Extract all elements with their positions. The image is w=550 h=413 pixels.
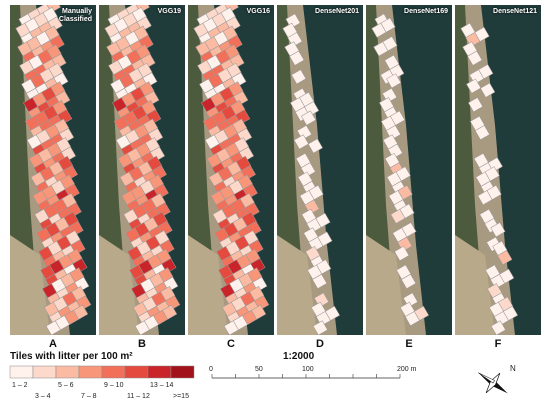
tile (394, 245, 410, 262)
sand (99, 235, 139, 335)
tile (293, 134, 309, 150)
panel-title: DenseNet201 (315, 8, 359, 15)
legend-label: 9 – 10 (104, 382, 124, 389)
tile (315, 212, 331, 228)
legend-label: 3 – 4 (35, 393, 51, 400)
tile (312, 320, 328, 335)
tile (291, 69, 307, 85)
legend-title: Tiles with litter per 100 m² (10, 351, 133, 362)
tile (478, 64, 494, 80)
map-panel (99, 5, 185, 335)
tile (490, 320, 506, 335)
tile (467, 50, 483, 66)
legend-label: >=15 (173, 393, 189, 400)
map-panel (455, 5, 541, 335)
map-panel (10, 5, 96, 335)
panel-title: VGG19 (157, 8, 181, 15)
tile (162, 304, 178, 320)
tile (399, 203, 415, 219)
panel-title: DenseNet121 (493, 8, 537, 15)
tile (468, 97, 484, 113)
sand (10, 235, 50, 335)
tile (401, 273, 417, 289)
tile (289, 50, 305, 66)
legend-label: 11 – 12 (127, 393, 150, 400)
tile (397, 184, 413, 200)
legend-swatch (55, 365, 80, 379)
map-panel (366, 5, 452, 335)
legend-label: 5 – 6 (58, 382, 74, 389)
tile (390, 110, 406, 126)
legend-label: 1 – 2 (12, 382, 28, 389)
scale-ratio: 1:2000 (283, 351, 315, 362)
tile (312, 273, 328, 289)
panel-letter: C (227, 338, 235, 350)
tile (301, 110, 317, 126)
tile (466, 78, 482, 94)
panel-title: VGG16 (246, 8, 270, 15)
scale-label: 200 m (397, 366, 417, 373)
tile (474, 125, 490, 141)
tile (251, 304, 267, 320)
tile (401, 222, 417, 238)
panel-letter: A (49, 338, 57, 350)
tile (386, 73, 402, 89)
scale-label: 100 (302, 366, 314, 373)
tile (497, 250, 513, 266)
sand (455, 235, 495, 335)
panel-title: Manually Classified (58, 8, 92, 23)
tile (486, 184, 502, 200)
panel-letter: E (405, 338, 413, 350)
tile (502, 305, 519, 321)
tile (308, 184, 324, 200)
map-panel (188, 5, 274, 335)
legend-swatch (78, 365, 103, 379)
tile (484, 166, 500, 182)
tile (380, 17, 396, 33)
tile (324, 305, 341, 321)
tile (307, 138, 323, 154)
legend-swatch (9, 365, 34, 379)
legend-swatch (32, 365, 57, 379)
legend-swatch (101, 365, 126, 379)
tile (73, 304, 89, 320)
tile (480, 82, 496, 98)
sand (366, 235, 406, 335)
scale-label: 0 (209, 366, 213, 373)
legend-swatch (170, 365, 195, 379)
legend-label: 13 – 14 (150, 382, 174, 389)
panel-letter: F (494, 338, 502, 350)
north-label: N (510, 364, 516, 373)
map-panel (277, 5, 363, 335)
panel-letter: D (316, 338, 324, 350)
tile (474, 26, 490, 42)
tile (413, 305, 430, 321)
tile (490, 222, 506, 238)
tile (395, 166, 411, 182)
scale-label: 50 (255, 366, 263, 373)
legend-swatch (124, 365, 149, 379)
arrow-tip (478, 372, 496, 384)
tile (317, 231, 333, 247)
tile (316, 259, 332, 275)
legend-label: 7 – 8 (81, 393, 97, 400)
tile (382, 36, 398, 52)
tile (499, 268, 515, 284)
north-arrow (478, 372, 508, 394)
legend-swatch (147, 365, 172, 379)
panel-letter: B (138, 338, 146, 350)
panel-title: DenseNet169 (404, 8, 448, 15)
sand (188, 235, 228, 335)
sand (277, 235, 317, 335)
